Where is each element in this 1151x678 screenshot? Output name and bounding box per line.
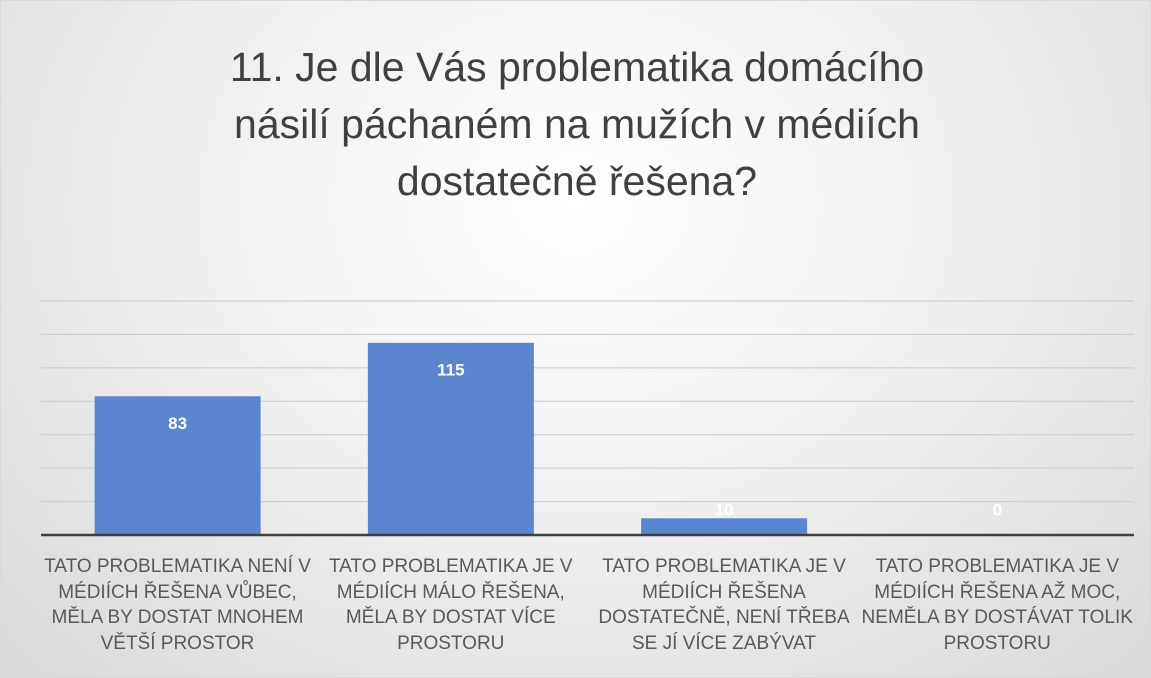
x-tick-label: TATO PROBLEMATIKA JE V MÉDIÍCH MÁLO ŘEŠE… [328, 556, 573, 654]
bar [641, 518, 808, 535]
data-label: 0 [993, 500, 1002, 519]
bar [94, 396, 261, 535]
data-label: 83 [168, 414, 187, 433]
x-tick-label: TATO PROBLEMATIKA NENÍ V MÉDIÍCH ŘEŠENA … [44, 556, 311, 654]
bar [367, 342, 534, 535]
data-label: 10 [715, 500, 734, 519]
chart-title: 11. Je dle Vás problematika domácího nás… [229, 44, 925, 204]
data-label: 115 [437, 360, 464, 379]
x-tick-label: TATO PROBLEMATIKA JE V MÉDIÍCH ŘEŠENA DO… [598, 556, 850, 654]
x-tick-label: TATO PROBLEMATIKA JE V MÉDIÍCH ŘEŠENA AŽ… [861, 556, 1133, 654]
